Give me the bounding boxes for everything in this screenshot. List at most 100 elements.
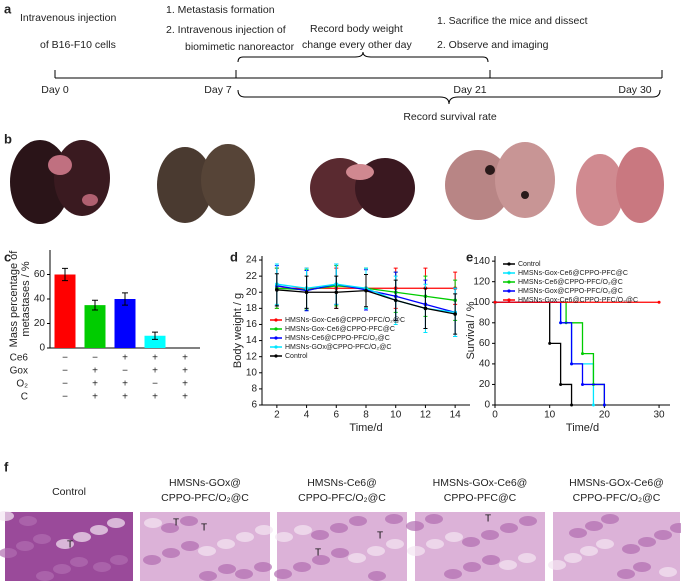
- brace: [237, 89, 661, 105]
- step-text: 2. Observe and imaging: [437, 39, 549, 51]
- histology-label: Control: [52, 486, 86, 498]
- survival-label: Record survival rate: [403, 111, 497, 123]
- day-label: Day 0: [41, 84, 69, 96]
- y-axis-label: Body weight / g: [232, 293, 244, 368]
- tissue: [93, 562, 111, 572]
- tissue: [0, 511, 14, 521]
- tissue: [518, 553, 536, 563]
- lung-photos: [10, 140, 664, 226]
- condition-sign: +: [152, 392, 158, 403]
- tissue: [463, 562, 481, 572]
- legend-marker: [274, 336, 278, 340]
- condition-name: C: [21, 392, 28, 403]
- histology-label: CPPO-PFC/O₂@C: [573, 492, 661, 504]
- x-tick-label: 14: [450, 410, 462, 421]
- legend-label: Control: [518, 261, 541, 268]
- y-tick-label: 100: [473, 297, 490, 308]
- tissue: [161, 523, 179, 533]
- y-tick-label: 140: [473, 256, 490, 267]
- point: [364, 288, 368, 293]
- tissue: [585, 521, 603, 531]
- condition-name: O₂: [16, 379, 28, 390]
- tissue: [564, 553, 582, 563]
- tissue: [73, 532, 91, 542]
- point: [591, 403, 595, 407]
- condition-sign: −: [62, 379, 68, 390]
- legend-marker: [507, 262, 511, 266]
- condition-sign: +: [92, 392, 98, 403]
- tissue: [670, 523, 681, 533]
- point: [657, 300, 661, 304]
- x-tick-label: 8: [363, 410, 369, 421]
- histology-label: HMSNs-Ce6@: [307, 477, 377, 489]
- tissue: [70, 557, 88, 567]
- bar: [114, 299, 136, 348]
- x-tick-label: 12: [420, 410, 432, 421]
- timeline: [54, 51, 663, 105]
- legend-label: HMSNs-GOx@CPPO-PFC/O₂@C: [285, 344, 391, 351]
- y-tick-label: 0: [484, 400, 490, 411]
- x-tick-label: 30: [654, 410, 666, 421]
- tissue: [294, 525, 312, 535]
- step-text: biomimetic nanoreactor: [185, 41, 295, 53]
- y-axis-label: Survival / %: [465, 301, 477, 359]
- condition-sign: −: [62, 392, 68, 403]
- tissue: [368, 571, 386, 581]
- y-tick-label: 20: [34, 318, 46, 329]
- day-label: Day 30: [618, 84, 651, 96]
- y-tick-label: 60: [479, 338, 491, 349]
- x-tick-label: 20: [599, 410, 611, 421]
- y-tick-label: 60: [34, 269, 46, 280]
- lung: [10, 140, 110, 224]
- point: [581, 352, 584, 356]
- y-tick-label: 10: [246, 367, 258, 378]
- y-tick-label: 8: [251, 384, 257, 395]
- y-tick-label: 12: [246, 351, 258, 362]
- step-line: [495, 301, 595, 405]
- condition-sign: +: [182, 366, 188, 377]
- tissue: [19, 516, 37, 526]
- tissue: [462, 537, 480, 547]
- tissue: [0, 548, 17, 558]
- tissue: [180, 516, 198, 526]
- tissue: [218, 564, 236, 574]
- tissue: [499, 560, 517, 570]
- panel-label: d: [230, 249, 238, 264]
- tissue: [33, 534, 51, 544]
- point: [559, 382, 563, 386]
- tissue: [659, 567, 677, 577]
- point: [559, 321, 563, 325]
- y-tick-label: 40: [479, 359, 491, 370]
- tissue: [36, 571, 54, 581]
- y-tick-label: 20: [479, 379, 491, 390]
- histology-label: HMSNs-GOx-Ce6@: [433, 477, 528, 489]
- tissue: [444, 569, 462, 579]
- legend-marker: [274, 345, 278, 349]
- histology-label: HMSNs-GOx-Ce6@: [569, 477, 664, 489]
- tissue: [406, 521, 424, 531]
- tissue: [181, 541, 199, 551]
- tissue: [312, 555, 330, 565]
- tissue: [617, 569, 635, 579]
- x-tick-label: 10: [390, 410, 402, 421]
- tissue: [596, 539, 614, 549]
- y-tick-label: 22: [246, 271, 258, 282]
- tumor-mark: T: [315, 548, 321, 559]
- point: [570, 403, 574, 407]
- x-tick-label: 0: [492, 410, 498, 421]
- tissue: [16, 541, 34, 551]
- legend-marker: [274, 354, 278, 358]
- tissue: [445, 532, 463, 542]
- tissue: [144, 518, 162, 528]
- tissue: [348, 553, 366, 563]
- condition-sign: +: [92, 379, 98, 390]
- tissue: [293, 562, 311, 572]
- point: [275, 288, 279, 292]
- legend-marker: [507, 271, 511, 275]
- point: [548, 341, 552, 345]
- x-tick-label: 6: [334, 410, 340, 421]
- lung: [157, 144, 255, 223]
- point: [570, 362, 574, 366]
- tissue: [385, 514, 403, 524]
